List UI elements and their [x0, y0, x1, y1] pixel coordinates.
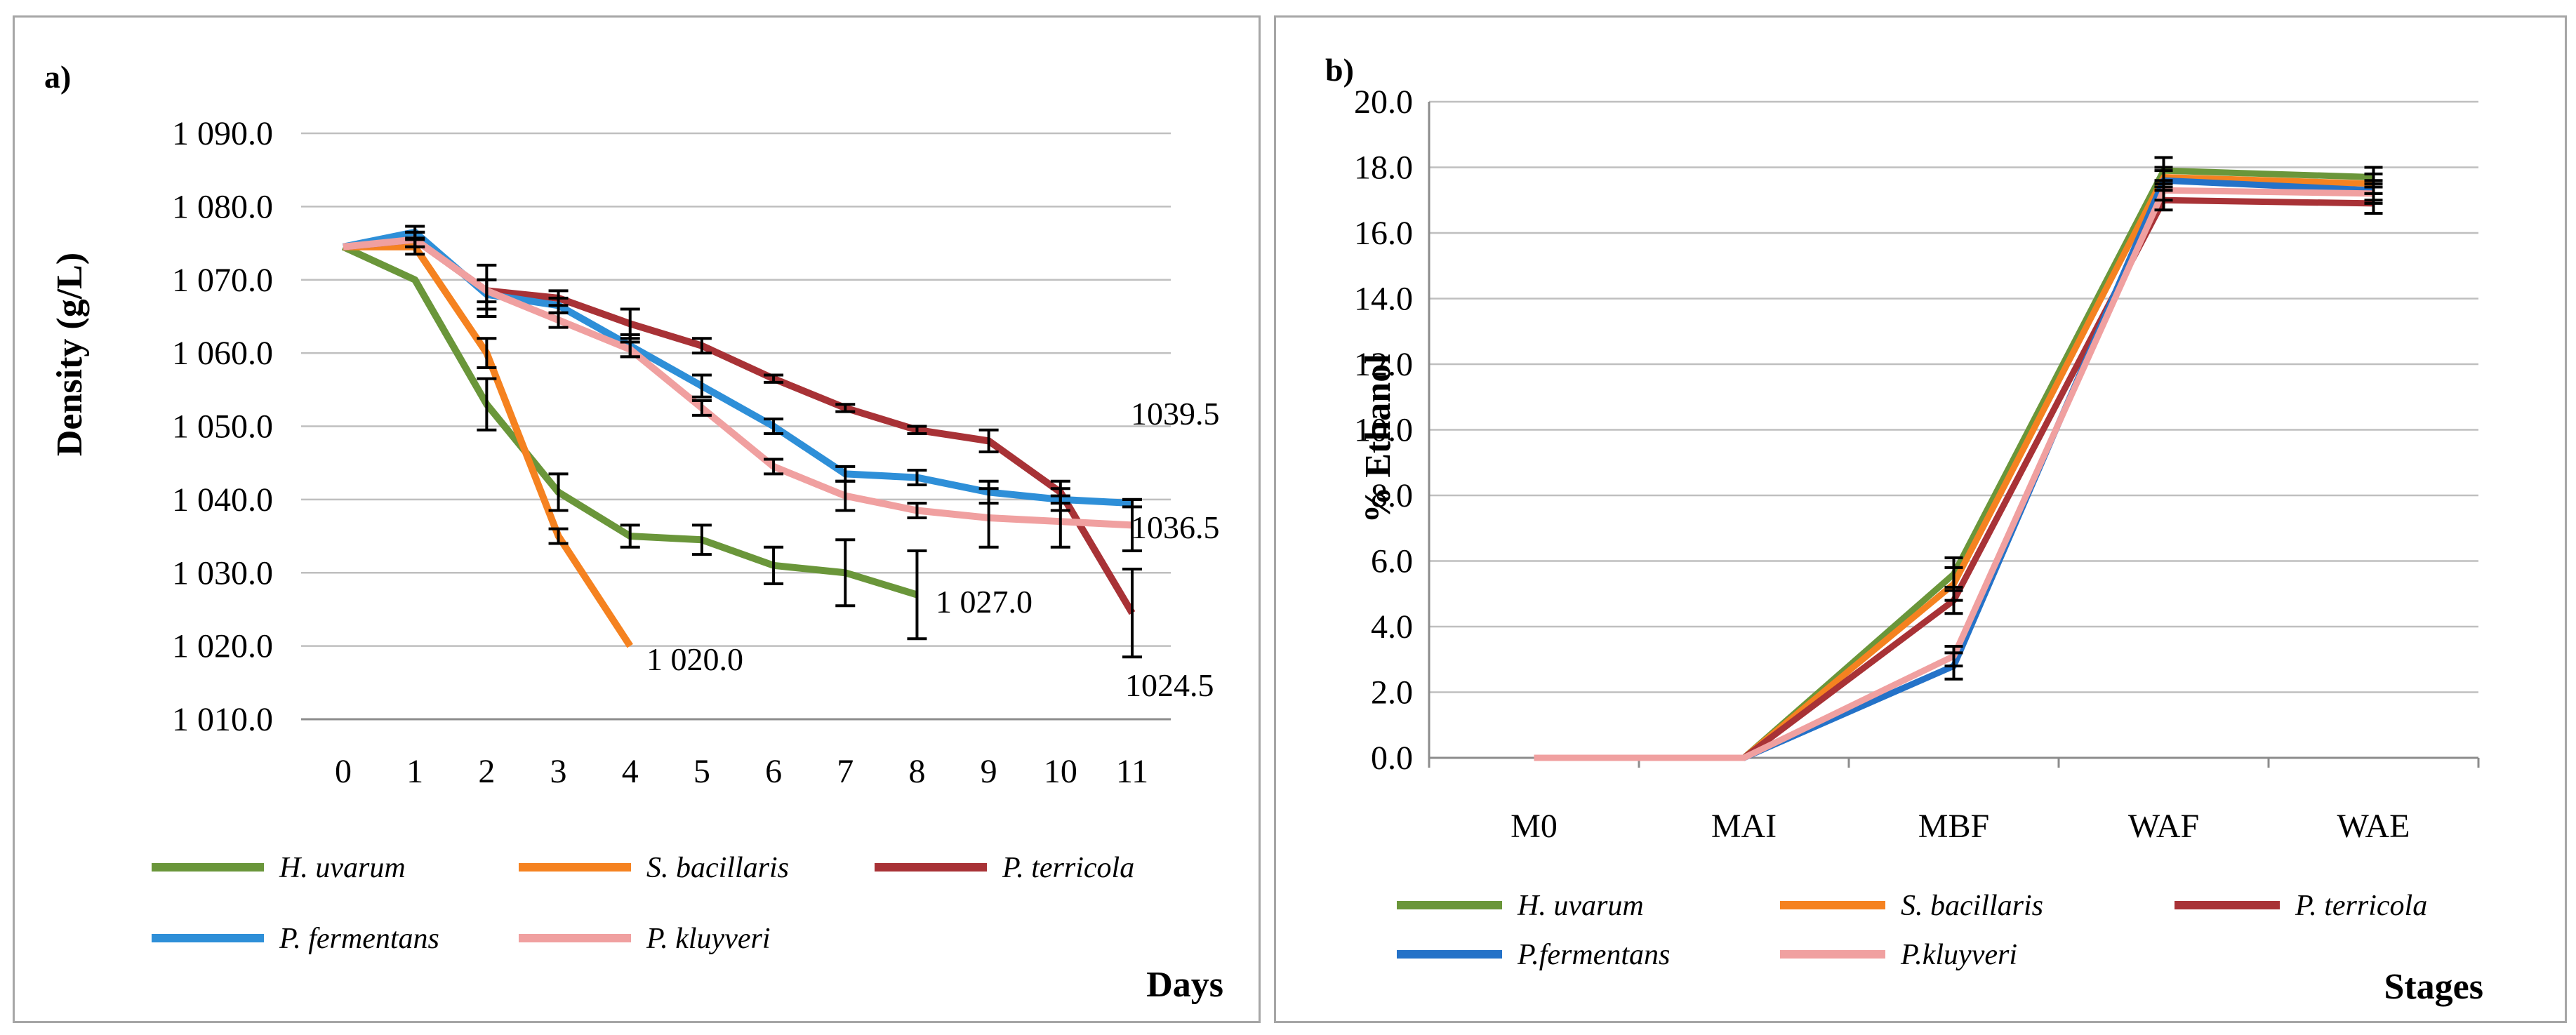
- error-bar: [548, 311, 569, 329]
- density-chart: a) Density (g/L) Days 1 010.01 020.01 03…: [44, 59, 1223, 1005]
- y-axis-title: Density (g/L): [50, 253, 90, 456]
- error-bar: [835, 538, 856, 608]
- error-bar: [764, 418, 784, 435]
- error-bar: [1122, 498, 1142, 552]
- y-tick-label: 0.0: [1371, 740, 1413, 777]
- error-bar: [477, 377, 497, 432]
- x-tick-label: M0: [1511, 808, 1558, 845]
- error-bar: [477, 278, 497, 304]
- error-bar: [764, 545, 784, 585]
- y-tick-label: 1 080.0: [172, 188, 273, 225]
- x-tick-label: WAF: [2128, 808, 2199, 845]
- error-bar: [1050, 494, 1070, 549]
- legend-label-h-uvarum: H. uvarum: [279, 852, 406, 884]
- legend-label-p-kluyveri: P.kluyveri: [1900, 939, 2017, 971]
- error-bar: [764, 373, 784, 384]
- y-tick-label: 1 040.0: [172, 481, 273, 519]
- y-tick-label: 1 010.0: [172, 701, 273, 738]
- panel-b-label: b): [1325, 52, 1354, 88]
- error-bar: [691, 523, 712, 556]
- panel-b: b) % Ethanol Stages 0.0 2.0 4.0 6.0 8.0 10.0 1…: [1274, 15, 2567, 1023]
- value-annotation: 1024.5: [1125, 667, 1214, 703]
- series-line-p-kluyveri: [343, 236, 1133, 529]
- x-tick-label: MBF: [1918, 808, 1989, 845]
- error-bar: [1944, 585, 1963, 615]
- error-bar: [691, 399, 712, 417]
- value-annotation: 1039.5: [1131, 396, 1220, 432]
- error-bar: [2154, 179, 2173, 202]
- y-tick-label: 14.0: [1354, 281, 1413, 318]
- error-bar: [691, 373, 712, 399]
- y-tick-label: 2.0: [1371, 674, 1413, 712]
- x-tick-label: 8: [908, 753, 925, 790]
- y-tick-label: 1 020.0: [172, 628, 273, 665]
- x-tick-label: 3: [550, 753, 567, 790]
- error-bar: [978, 428, 999, 454]
- panel-a: a) Density (g/L) Days 1 010.0 1 020.0 1 03…: [13, 15, 1261, 1023]
- y-tick-label: 10.0: [1354, 412, 1413, 449]
- x-tick-label: 2: [478, 753, 495, 790]
- x-tick-label: 1: [406, 753, 423, 790]
- value-annotation: 1036.5: [1131, 509, 1220, 545]
- error-bar: [1122, 568, 1142, 659]
- error-bar: [620, 340, 640, 359]
- y-tick-label: 4.0: [1371, 608, 1413, 646]
- error-bar: [477, 337, 497, 369]
- error-bar: [548, 527, 569, 545]
- legend-label-p-terricola: P. terricola: [1002, 852, 1134, 884]
- value-annotation: 1 027.0: [936, 584, 1033, 620]
- y-tick-label: 16.0: [1354, 215, 1413, 252]
- legend-label-s-bacillaris: S. bacillaris: [646, 852, 789, 884]
- legend-label-p-terricola: P. terricola: [2295, 890, 2427, 922]
- error-bar: [978, 487, 999, 549]
- error-bar: [764, 458, 784, 476]
- legend-label-p-fermentans: P. fermentans: [279, 923, 439, 955]
- x-axis-title: Stages: [2384, 967, 2483, 1007]
- y-tick-label: 12.0: [1354, 346, 1413, 383]
- y-tick-label: 20.0: [1354, 84, 1413, 121]
- panel-a-label: a): [44, 59, 71, 95]
- x-tick-label: MAI: [1711, 808, 1777, 845]
- y-tick-label: 18.0: [1354, 149, 1413, 187]
- error-bar: [907, 502, 927, 519]
- x-tick-label: 4: [622, 753, 639, 790]
- x-tick-label: 11: [1116, 753, 1148, 790]
- value-annotation: 1 020.0: [646, 641, 743, 677]
- x-tick-label: 5: [693, 753, 710, 790]
- error-bar: [548, 472, 569, 512]
- legend-label-s-bacillaris: S. bacillaris: [1901, 890, 2043, 922]
- error-bar: [2364, 182, 2383, 205]
- legend-label-h-uvarum: H. uvarum: [1517, 890, 1644, 922]
- error-bar: [691, 337, 712, 355]
- x-tick-label: WAE: [2337, 808, 2410, 845]
- y-tick-label: 1 060.0: [172, 335, 273, 372]
- ethanol-chart: b) % Ethanol Stages 0.0 2.0 4.0 6.0 8.0 10.0 1…: [1325, 52, 2483, 1007]
- y-tick-label: 1 090.0: [172, 115, 273, 152]
- error-bar: [835, 403, 856, 413]
- y-tick-label: 1 030.0: [172, 554, 273, 592]
- x-tick-label: 0: [335, 753, 352, 790]
- error-bar: [907, 425, 927, 435]
- error-bar: [405, 230, 425, 248]
- legend-label-p-kluyveri: P. kluyveri: [646, 923, 771, 955]
- y-tick-label: 6.0: [1371, 543, 1413, 580]
- error-bar: [907, 469, 927, 486]
- y-axis-title: % Ethanol: [1358, 354, 1398, 523]
- legend-label-p-fermentans: P.fermentans: [1517, 939, 1670, 971]
- error-bar: [835, 479, 856, 512]
- error-bar: [1944, 645, 1963, 668]
- error-bar: [907, 549, 927, 641]
- y-tick-label: 8.0: [1371, 477, 1413, 514]
- y-tick-label: 1 070.0: [172, 262, 273, 299]
- y-tick-label: 1 050.0: [172, 408, 273, 446]
- x-tick-label: 7: [837, 753, 854, 790]
- x-axis-title: Days: [1146, 965, 1223, 1005]
- x-tick-label: 9: [981, 753, 997, 790]
- x-tick-label: 10: [1044, 753, 1077, 790]
- x-tick-label: 6: [765, 753, 782, 790]
- error-bar: [620, 523, 640, 549]
